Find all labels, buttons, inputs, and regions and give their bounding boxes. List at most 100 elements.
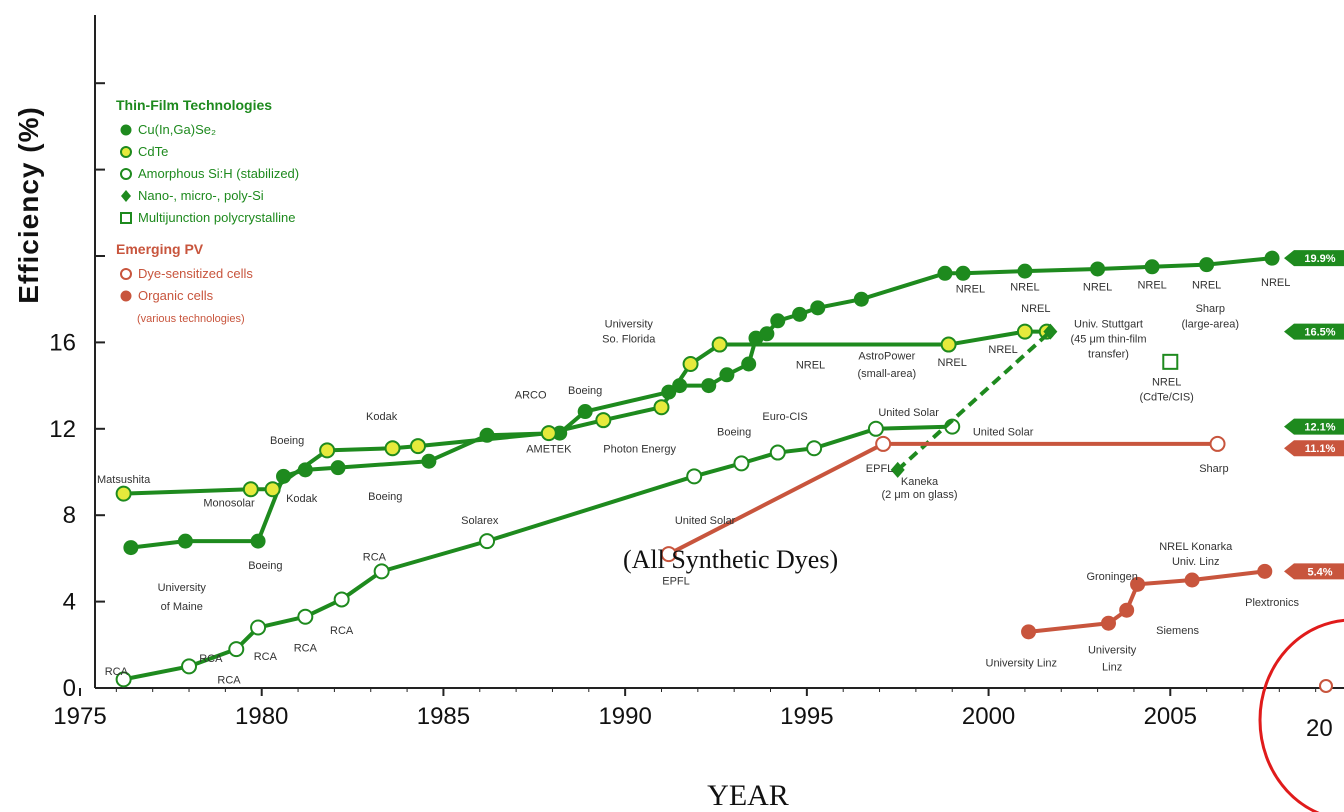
point-annotation: University (158, 582, 207, 594)
point-annotation: EPFL (866, 463, 894, 475)
point-annotation: NREL Konarka (1159, 541, 1233, 553)
marker-yellow-circle (264, 481, 281, 498)
efficiency-badge (1284, 250, 1344, 267)
point-annotation: United Solar (675, 515, 736, 527)
marker-filled-circle (120, 124, 132, 136)
point-annotation: Univ. Stuttgart (1074, 318, 1143, 330)
point-annotation: NREL (956, 284, 985, 296)
point-annotation: NREL (1021, 303, 1050, 315)
point-annotation: Boeing (248, 560, 282, 572)
point-annotation: NREL (1083, 282, 1112, 294)
x-tick-label: 1995 (780, 703, 833, 730)
marker-filled-circle (955, 265, 971, 281)
marker-open-square (1162, 353, 1179, 370)
point-annotation: Boeing (568, 385, 602, 397)
marker-filled-circle (250, 533, 266, 549)
x-tick-label: 1990 (598, 703, 651, 730)
point-annotation: NREL (1137, 279, 1166, 291)
efficiency-badge-label: 16.5% (1304, 327, 1335, 339)
point-annotation: RCA (199, 653, 223, 665)
marker-open-circle (120, 168, 132, 180)
marker-filled-diamond (1043, 323, 1058, 340)
marker-filled-circle (1119, 602, 1135, 618)
point-annotation: Sharp (1199, 463, 1228, 475)
marker-filled-circle (1021, 624, 1037, 640)
point-annotation: So. Florida (602, 333, 656, 345)
point-annotation: Plextronics (1245, 597, 1299, 609)
series-line (130, 256, 1273, 550)
point-annotation: Monosolar (203, 498, 255, 510)
efficiency-badge (1284, 323, 1344, 340)
legend-item: (various technologies) (137, 313, 245, 325)
point-annotation: NREL (1192, 279, 1221, 291)
y-tick-label: 8 (63, 502, 76, 529)
efficiency-badges: 19.9% 16.5% 12.1% 11.1% 5.4% (1284, 250, 1344, 580)
marker-open-circle (686, 468, 703, 485)
marker-open-circle (181, 658, 198, 675)
marker-filled-circle (853, 291, 869, 307)
marker-open-circle (479, 533, 496, 550)
marker-open-circle (867, 420, 884, 437)
point-annotation: NREL (938, 357, 967, 369)
annotations-group: Matsushita Monosolar Boeing Kodak Kodak Boein… (97, 277, 1299, 686)
point-annotation: RCA (330, 625, 354, 637)
point-annotation: (2 μm on glass) (882, 489, 958, 501)
point-annotation: Groningen (1086, 571, 1137, 583)
point-annotation: University (1088, 644, 1137, 656)
series-line (896, 330, 1052, 472)
efficiency-badge (1284, 440, 1344, 457)
series-group (115, 250, 1280, 688)
point-annotation: NREL (1010, 282, 1039, 294)
point-annotation: RCA (105, 666, 129, 678)
point-annotation: Kodak (286, 493, 318, 505)
y-tick-label: 12 (49, 416, 76, 443)
point-annotation: RCA (363, 552, 387, 564)
point-annotation: ARCO (515, 390, 547, 402)
efficiency-badge-label: 5.4% (1307, 566, 1332, 578)
x-tick-label: 1980 (235, 703, 288, 730)
marker-filled-circle (1264, 250, 1280, 266)
legend-item: Organic cells (138, 288, 214, 303)
point-annotation: United Solar (973, 426, 1034, 438)
marker-filled-circle (810, 300, 826, 316)
legend-item: Multijunction polycrystalline (138, 210, 296, 225)
marker-open-square (120, 212, 132, 224)
point-annotation: Univ. Linz (1172, 556, 1219, 568)
marker-open-circle (1209, 435, 1226, 452)
marker-filled-circle (1130, 576, 1146, 592)
point-annotation: (large-area) (1182, 318, 1239, 330)
marker-yellow-circle (540, 425, 557, 442)
marker-yellow-circle (409, 438, 426, 455)
point-annotation: RCA (294, 642, 318, 654)
marker-open-circle (333, 591, 350, 608)
point-annotation: Euro-CIS (762, 411, 807, 423)
point-annotation: Boeing (717, 426, 751, 438)
point-annotation: (small-area) (857, 368, 916, 380)
point-annotation: Boeing (270, 435, 304, 447)
point-annotation: RCA (217, 675, 241, 687)
marker-filled-diamond (121, 190, 131, 202)
marker-open-circle (769, 444, 786, 461)
efficiency-badge (1284, 418, 1344, 435)
legend: Thin-Film Technologies Cu(In,Ga)Se₂ CdTe Am… (116, 97, 299, 325)
point-annotation: transfer) (1088, 349, 1129, 361)
marker-open-circle (806, 440, 823, 457)
marker-yellow-circle (653, 399, 670, 416)
marker-filled-circle (1144, 259, 1160, 275)
marker-yellow-circle (115, 485, 132, 502)
point-annotation: of Maine (161, 601, 203, 613)
marker-filled-circle (1090, 261, 1106, 277)
cropped-x-tick-label: 20 (1306, 715, 1333, 742)
y-tick-label: 16 (49, 329, 76, 356)
x-tick-label: 1975 (53, 703, 106, 730)
marker-open-circle (1319, 679, 1333, 693)
marker-filled-circle (421, 453, 437, 469)
marker-open-circle (733, 455, 750, 472)
x-tick-label: 2000 (962, 703, 1015, 730)
marker-filled-circle (577, 404, 593, 420)
marker-filled-circle (330, 460, 346, 476)
point-annotation: Siemens (1156, 625, 1199, 637)
marker-yellow-circle (595, 412, 612, 429)
point-annotation: United Solar (878, 407, 939, 419)
legend-item: Cu(In,Ga)Se₂ (138, 122, 216, 137)
